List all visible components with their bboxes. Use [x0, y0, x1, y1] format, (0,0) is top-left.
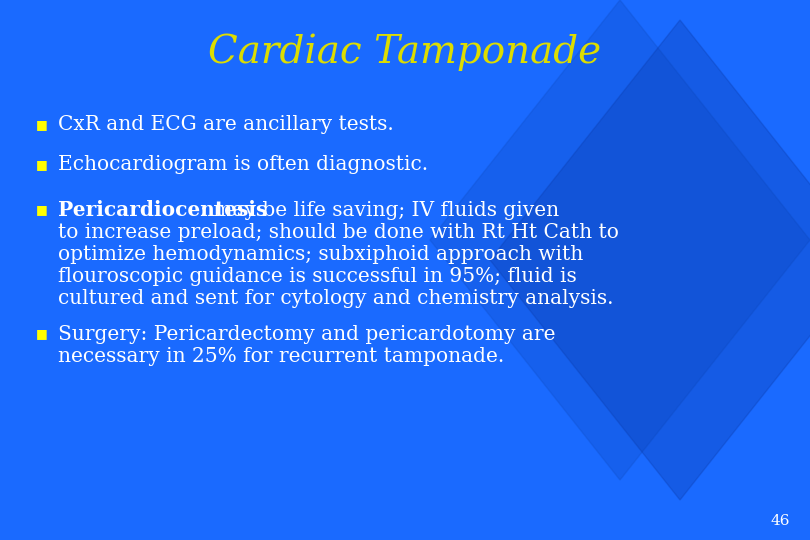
Text: cultured and sent for cytology and chemistry analysis.: cultured and sent for cytology and chemi… [58, 288, 613, 307]
Text: Surgery: Pericardectomy and pericardotomy are: Surgery: Pericardectomy and pericardotom… [58, 325, 556, 343]
Polygon shape [430, 0, 810, 480]
Text: necessary in 25% for recurrent tamponade.: necessary in 25% for recurrent tamponade… [58, 347, 505, 366]
Text: Cardiac Tamponade: Cardiac Tamponade [208, 33, 602, 71]
Polygon shape [490, 20, 810, 500]
Text: Pericardiocentesis: Pericardiocentesis [58, 200, 267, 220]
Text: ■: ■ [36, 159, 48, 172]
Text: ■: ■ [36, 327, 48, 341]
Text: flouroscopic guidance is successful in 95%; fluid is: flouroscopic guidance is successful in 9… [58, 267, 577, 286]
Text: optimize hemodynamics; subxiphoid approach with: optimize hemodynamics; subxiphoid approa… [58, 245, 583, 264]
Text: CxR and ECG are ancillary tests.: CxR and ECG are ancillary tests. [58, 116, 394, 134]
Text: : may be life saving; IV fluids given: : may be life saving; IV fluids given [200, 200, 560, 219]
Text: ■: ■ [36, 204, 48, 217]
Text: Echocardiogram is often diagnostic.: Echocardiogram is often diagnostic. [58, 156, 428, 174]
Text: to increase preload; should be done with Rt Ht Cath to: to increase preload; should be done with… [58, 222, 619, 241]
Text: 46: 46 [770, 514, 790, 528]
Text: ■: ■ [36, 118, 48, 132]
